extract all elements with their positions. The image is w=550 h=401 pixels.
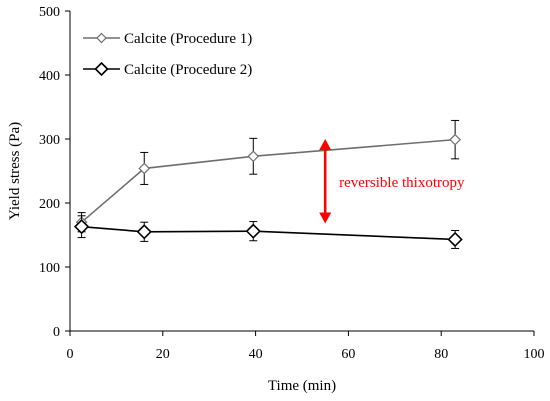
x-ticks: 0 20 40 60 80 100 [67, 331, 545, 362]
legend-item: Calcite (Procedure 1) [83, 31, 252, 47]
x-tick-label: 60 [341, 347, 355, 362]
series-line [81, 138, 456, 223]
arrow-head-bottom [319, 212, 332, 224]
legend-label: Calcite (Procedure 1) [124, 31, 252, 47]
legend-item: Calcite (Procedure 2) [83, 61, 252, 78]
x-tick-label: 0 [67, 347, 74, 362]
x-tick-label: 100 [524, 347, 545, 362]
y-tick-label: 100 [39, 261, 60, 276]
y-tick-label: 200 [39, 197, 60, 212]
data-point [247, 150, 260, 163]
axes [69, 11, 534, 332]
y-tick-label: 500 [39, 5, 60, 20]
data-point [138, 162, 151, 175]
series-1 [75, 119, 461, 233]
series-line [81, 225, 456, 241]
legend-marker [96, 32, 107, 44]
annotation-label: reversible thixotropy [339, 175, 465, 191]
legend-label: Calcite (Procedure 2) [124, 62, 252, 78]
x-tick-label: 20 [156, 347, 170, 362]
data-point [73, 219, 90, 235]
series-layer [73, 119, 463, 249]
x-tick-label: 80 [434, 347, 448, 362]
data-point [245, 223, 261, 239]
data-point [449, 133, 461, 146]
arrow-head-top [319, 139, 332, 150]
y-tick-label: 300 [39, 133, 60, 148]
y-tick-label: 400 [39, 69, 60, 84]
y-tick-label: 0 [53, 325, 60, 340]
data-point [447, 231, 463, 248]
y-ticks: 0 100 200 300 400 500 [39, 5, 70, 340]
y-axis-title: Yield stress (Pa) [7, 122, 23, 220]
x-tick-label: 40 [249, 347, 263, 362]
data-point [136, 224, 152, 240]
legend-marker [94, 61, 109, 77]
annotation: reversible thixotropy [319, 139, 465, 224]
x-axis-title: Time (min) [268, 378, 336, 394]
series-2 [73, 215, 463, 249]
legend: Calcite (Procedure 1) Calcite (Procedure … [83, 31, 252, 78]
